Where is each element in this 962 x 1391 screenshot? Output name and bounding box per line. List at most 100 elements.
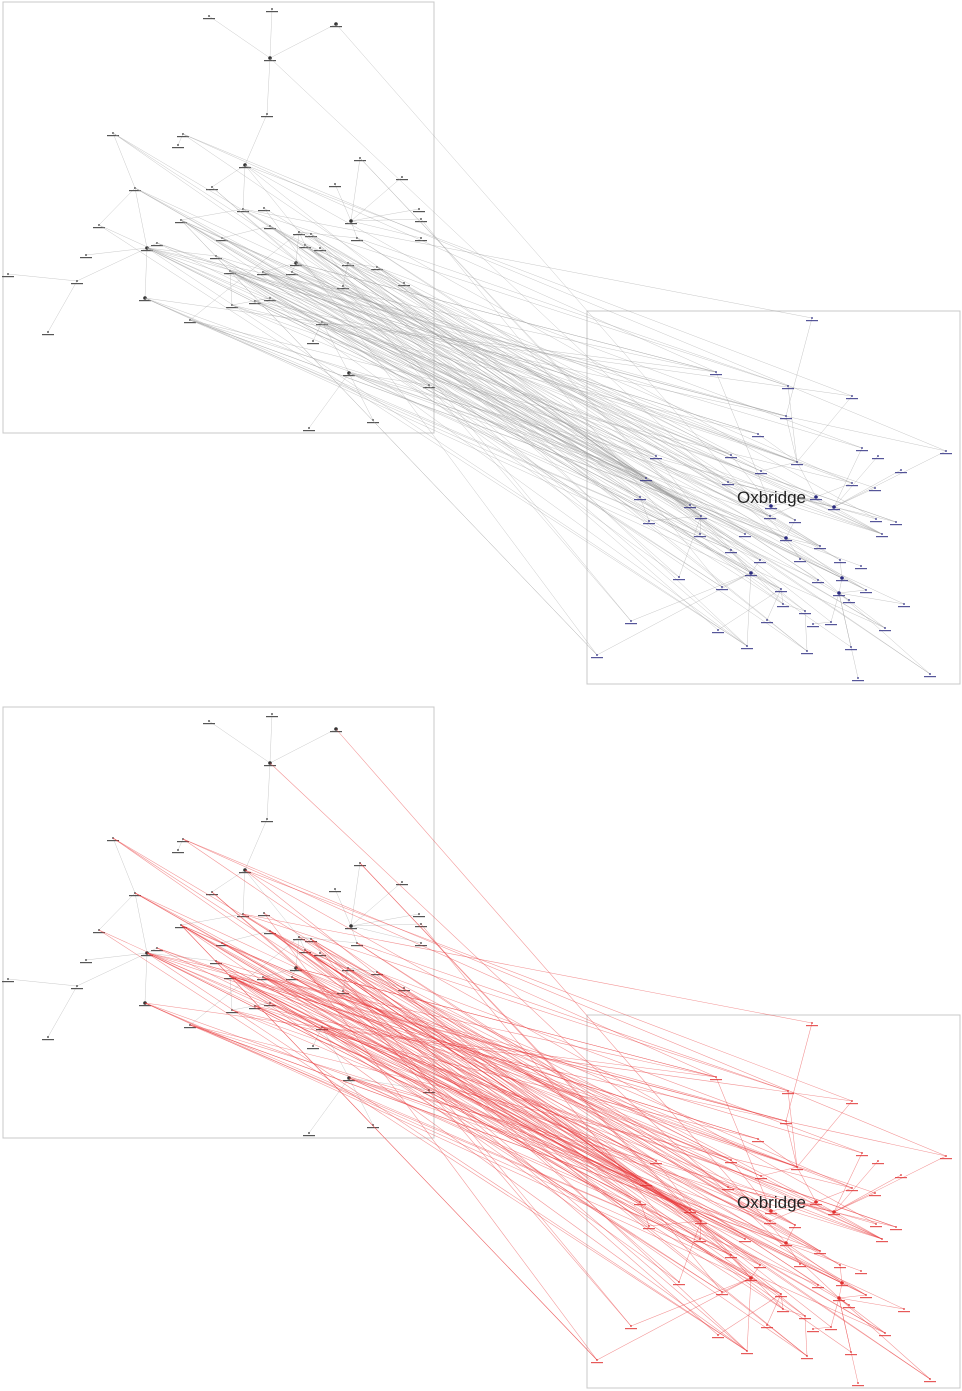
oxbridge-cluster-edge xyxy=(812,1326,832,1330)
left-cluster-node-label xyxy=(141,250,153,252)
left-cluster-edge xyxy=(98,892,136,931)
cross-cluster-edge xyxy=(356,942,789,1092)
oxbridge-cluster-edge xyxy=(785,537,821,547)
cross-cluster-edge xyxy=(376,266,817,498)
oxbridge-cluster-node-label xyxy=(765,508,777,510)
cross-cluster-edge xyxy=(242,913,789,1092)
cross-cluster-edge xyxy=(359,157,784,605)
left-cluster-node-label xyxy=(345,223,357,225)
cross-cluster-edge xyxy=(182,838,947,1157)
oxbridge-cluster-node xyxy=(746,645,748,647)
cross-cluster-edge xyxy=(156,242,732,456)
oxbridge-cluster-node-label xyxy=(695,1223,707,1225)
left-cluster-node-label xyxy=(203,18,215,20)
oxbridge-cluster-node-label xyxy=(782,388,794,390)
left-cluster-node-label xyxy=(371,974,383,976)
oxbridge-cluster-node xyxy=(784,1241,788,1245)
cross-cluster-edge xyxy=(215,255,863,449)
left-cluster-edge xyxy=(144,247,148,299)
left-cluster-node-label xyxy=(216,945,228,947)
left-cluster-edge xyxy=(177,133,184,146)
oxbridge-cluster-node-label xyxy=(673,1284,685,1286)
oxbridge-cluster-node xyxy=(895,1226,897,1228)
left-cluster-edge xyxy=(348,372,430,386)
cross-cluster-edge xyxy=(254,1005,843,1284)
oxbridge-cluster-edge xyxy=(785,317,813,417)
oxbridge-cluster-node-label xyxy=(890,524,902,526)
left-cluster-node-label xyxy=(415,221,427,223)
left-cluster-edge xyxy=(244,164,300,233)
left-cluster-edge xyxy=(112,837,136,894)
cross-cluster-edge xyxy=(229,975,787,1122)
left-cluster-node-label xyxy=(210,963,222,965)
oxbridge-cluster-node-label xyxy=(745,575,757,577)
oxbridge-cluster-edge xyxy=(785,537,843,579)
left-cluster-node-label xyxy=(249,1008,261,1010)
oxbridge-cluster-node xyxy=(689,504,691,506)
oxbridge-cluster-edge xyxy=(838,1297,859,1384)
oxbridge-cluster-node-label xyxy=(810,1204,822,1206)
cross-cluster-edge xyxy=(376,266,821,547)
oxbridge-cluster-edge xyxy=(770,496,817,507)
left-cluster-edge xyxy=(221,225,271,239)
left-cluster-node xyxy=(312,1045,314,1047)
oxbridge-cluster-node-label xyxy=(846,398,858,400)
oxbridge-cluster-node-label xyxy=(860,1297,872,1299)
cross-cluster-edge xyxy=(319,247,761,561)
oxbridge-cluster-node-label xyxy=(801,653,813,655)
left-cluster-node-label xyxy=(342,970,354,972)
oxbridge-cluster-edge xyxy=(815,1201,835,1213)
cross-cluster-edge xyxy=(229,975,732,1256)
left-cluster-edge xyxy=(7,978,78,987)
oxbridge-cluster-node xyxy=(794,519,796,521)
left-cluster-node-label xyxy=(264,60,276,62)
oxbridge-cluster-node-label xyxy=(825,624,837,626)
left-cluster-node xyxy=(76,280,78,282)
cross-cluster-edge xyxy=(146,952,748,1352)
oxbridge-cluster-edge xyxy=(833,1174,902,1213)
oxbridge-cluster-edge xyxy=(715,1076,772,1212)
bottom-oxbridge-cluster xyxy=(591,1022,952,1387)
oxbridge-cluster-node xyxy=(848,599,850,601)
left-cluster-node-label xyxy=(2,981,14,983)
oxbridge-cluster-node-label xyxy=(814,1253,826,1255)
oxbridge-cluster-node xyxy=(699,533,701,535)
oxbridge-cluster-node-label xyxy=(752,436,764,438)
left-cluster-node-label xyxy=(258,915,270,917)
left-cluster-edge xyxy=(350,913,420,927)
oxbridge-cluster-node xyxy=(903,603,905,605)
cross-cluster-edge xyxy=(269,1002,771,1222)
oxbridge-cluster-node xyxy=(645,477,647,479)
oxbridge-cluster-node xyxy=(877,1160,879,1162)
oxbridge-cluster-edge xyxy=(838,589,867,594)
oxbridge-cluster-node-label xyxy=(684,1212,696,1214)
cross-cluster-edge xyxy=(134,187,787,539)
oxbridge-cluster-edge xyxy=(689,504,702,517)
oxbridge-cluster-edge xyxy=(785,537,801,560)
left-cluster-node-label xyxy=(141,955,153,957)
oxbridge-cluster-node xyxy=(630,620,632,622)
left-cluster-node xyxy=(85,959,87,961)
oxbridge-cluster-node xyxy=(760,470,762,472)
left-cluster-edge xyxy=(177,838,184,851)
cross-cluster-edge xyxy=(269,225,806,612)
oxbridge-cluster-node-label xyxy=(836,580,848,582)
oxbridge-cluster-node-label xyxy=(846,485,858,487)
oxbridge-cluster-node xyxy=(799,1263,801,1265)
cross-cluster-edge xyxy=(144,297,886,629)
oxbridge-cluster-node-label xyxy=(752,1141,764,1143)
oxbridge-cluster-edge xyxy=(639,1201,650,1227)
oxbridge-cluster-node xyxy=(837,1296,841,1300)
cross-cluster-edge xyxy=(180,219,886,629)
left-cluster-edge xyxy=(229,975,233,1011)
left-cluster-edge xyxy=(76,247,148,282)
oxbridge-cluster-node-label xyxy=(725,552,737,554)
left-cluster-edge xyxy=(85,247,148,256)
left-cluster-node xyxy=(312,340,314,342)
cross-cluster-edge xyxy=(263,912,598,1361)
cross-cluster-edge xyxy=(291,976,853,1189)
cross-cluster-edge xyxy=(229,270,771,517)
oxbridge-cluster-node-label xyxy=(879,1335,891,1337)
cross-cluster-edge xyxy=(304,244,702,517)
cross-cluster-edge xyxy=(335,728,787,1244)
